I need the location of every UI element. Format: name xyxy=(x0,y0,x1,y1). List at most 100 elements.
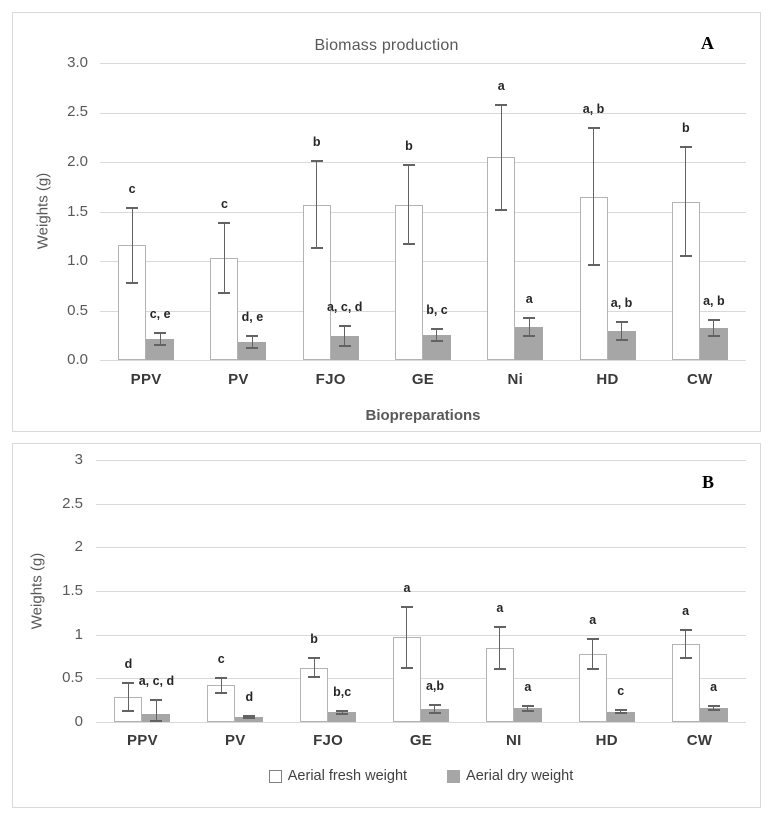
dry-weight-bar-fjo xyxy=(328,712,357,722)
significance-letter: c, e xyxy=(149,307,171,322)
significance-letter: a, b xyxy=(610,296,633,311)
dry-weight-swatch-icon xyxy=(447,769,461,783)
y-tick-label: 0.0 xyxy=(67,351,88,368)
x-tick-label-fjo: FJO xyxy=(313,732,344,749)
category-column-ppv: c c, e xyxy=(100,63,192,360)
error-bar xyxy=(308,657,321,679)
significance-letter: a, b xyxy=(703,294,725,309)
category-column-ppv: d a, c, d xyxy=(96,460,189,722)
chart-title: Biomass production xyxy=(314,37,459,54)
y-tick-label: 1.0 xyxy=(67,251,88,269)
y-tick-label: 2 xyxy=(74,538,83,556)
y-tick-label: 0.5 xyxy=(62,669,83,687)
significance-letter: a xyxy=(525,292,533,307)
gridline xyxy=(100,63,746,64)
significance-letter: b xyxy=(682,121,690,136)
gridline xyxy=(96,460,746,461)
gridline xyxy=(96,678,746,680)
significance-letter: b xyxy=(405,138,413,153)
error-bar xyxy=(215,676,228,695)
y-tick-label: 1.5 xyxy=(67,202,88,220)
gridline xyxy=(96,547,746,549)
x-tick-label-pv: PV xyxy=(224,732,246,749)
category-column-hd: a, b a, b xyxy=(561,63,653,360)
significance-letter: a xyxy=(524,679,532,694)
x-tick-label-cw: CW xyxy=(687,371,713,388)
x-tick-label-hd: HD xyxy=(595,732,618,749)
y-axis: 3.0 2.5 2.0 1.5 1.0 0.5 0.0 xyxy=(13,54,88,368)
error-bar xyxy=(615,321,628,342)
plot-area: c c, e c d, e b a, c, d b b, c a a a, b a, b b a, b xyxy=(100,63,746,361)
significance-letter: a xyxy=(497,78,505,93)
gridline xyxy=(96,591,746,592)
x-axis: PPV PV FJO GE NI HD CW xyxy=(96,732,746,752)
panel-label-b: B xyxy=(701,472,714,492)
y-tick-label: 1 xyxy=(74,625,83,643)
significance-letter: b xyxy=(310,632,318,647)
significance-letter: b xyxy=(312,135,321,150)
dry-weight-bar-pv xyxy=(235,716,264,722)
error-bar xyxy=(523,317,536,338)
x-tick-label-ge: GE xyxy=(409,732,433,749)
dry-weight-bar-pv xyxy=(238,342,267,360)
error-bar xyxy=(243,714,256,719)
error-bar xyxy=(495,103,508,211)
x-tick-label-cw: CW xyxy=(686,732,713,749)
error-bar xyxy=(310,160,323,250)
dry-weight-bar-ni xyxy=(513,708,542,722)
legend-item-fresh: Aerial fresh weight xyxy=(268,768,407,784)
error-bar xyxy=(707,705,720,711)
error-bar xyxy=(428,703,441,715)
significance-letter: a xyxy=(496,600,504,615)
error-bar xyxy=(430,328,443,343)
fresh-weight-bar-hd xyxy=(578,653,607,722)
gridline xyxy=(96,722,746,723)
significance-letter: c xyxy=(217,651,225,666)
significance-letter: b, c xyxy=(426,303,448,318)
significance-letter: a, b xyxy=(582,102,605,117)
category-column-ge: b b, c xyxy=(377,63,469,360)
error-bar xyxy=(707,319,720,338)
gridline xyxy=(96,634,746,636)
y-tick-label: 0 xyxy=(74,713,83,730)
error-bar xyxy=(338,325,351,348)
y-tick-label: 3.0 xyxy=(67,54,88,71)
error-bar xyxy=(122,681,135,712)
y-axis: 3 2.5 2 1.5 1 0.5 0 xyxy=(13,451,83,730)
error-bar xyxy=(246,335,259,350)
significance-letter: a xyxy=(710,680,718,695)
y-tick-label: 3 xyxy=(74,451,83,468)
significance-letter: a, c, d xyxy=(138,674,175,689)
significance-letter: b,c xyxy=(333,684,352,699)
error-bar xyxy=(336,709,349,716)
x-axis: PPV PV FJO GE Ni HD CW xyxy=(100,371,746,391)
y-tick-label: 0.5 xyxy=(67,301,88,319)
significance-letter: a xyxy=(682,604,690,619)
x-axis-title: Biopreparations xyxy=(365,407,481,424)
legend-label-dry: Aerial dry weight xyxy=(466,768,574,784)
plot-area: d a, c, d c d b b,c a a,b a a a c a a xyxy=(96,460,746,723)
x-tick-label-ni: Ni xyxy=(507,371,524,388)
gridline xyxy=(100,360,746,361)
significance-letter: c xyxy=(617,683,625,698)
category-column-ge: a a,b xyxy=(375,460,468,722)
error-bar xyxy=(402,164,415,246)
dry-weight-bar-fjo xyxy=(330,336,359,360)
significance-letter: d xyxy=(245,690,254,705)
gridline xyxy=(100,112,746,114)
error-bar xyxy=(679,629,692,660)
y-tick-label: 2.5 xyxy=(67,103,88,121)
significance-letter: c xyxy=(128,181,136,196)
x-tick-label-ge: GE xyxy=(411,371,435,388)
panel-label-a: A xyxy=(701,33,714,53)
legend-item-dry: Aerial dry weight xyxy=(447,768,573,784)
fresh-weight-bar-fjo xyxy=(302,204,331,360)
error-bar xyxy=(493,625,506,670)
error-bar xyxy=(218,222,231,294)
fresh-weight-bar-ni xyxy=(485,647,514,722)
dry-weight-bar-hd xyxy=(606,711,635,722)
dry-weight-bar-ppv xyxy=(146,339,175,360)
